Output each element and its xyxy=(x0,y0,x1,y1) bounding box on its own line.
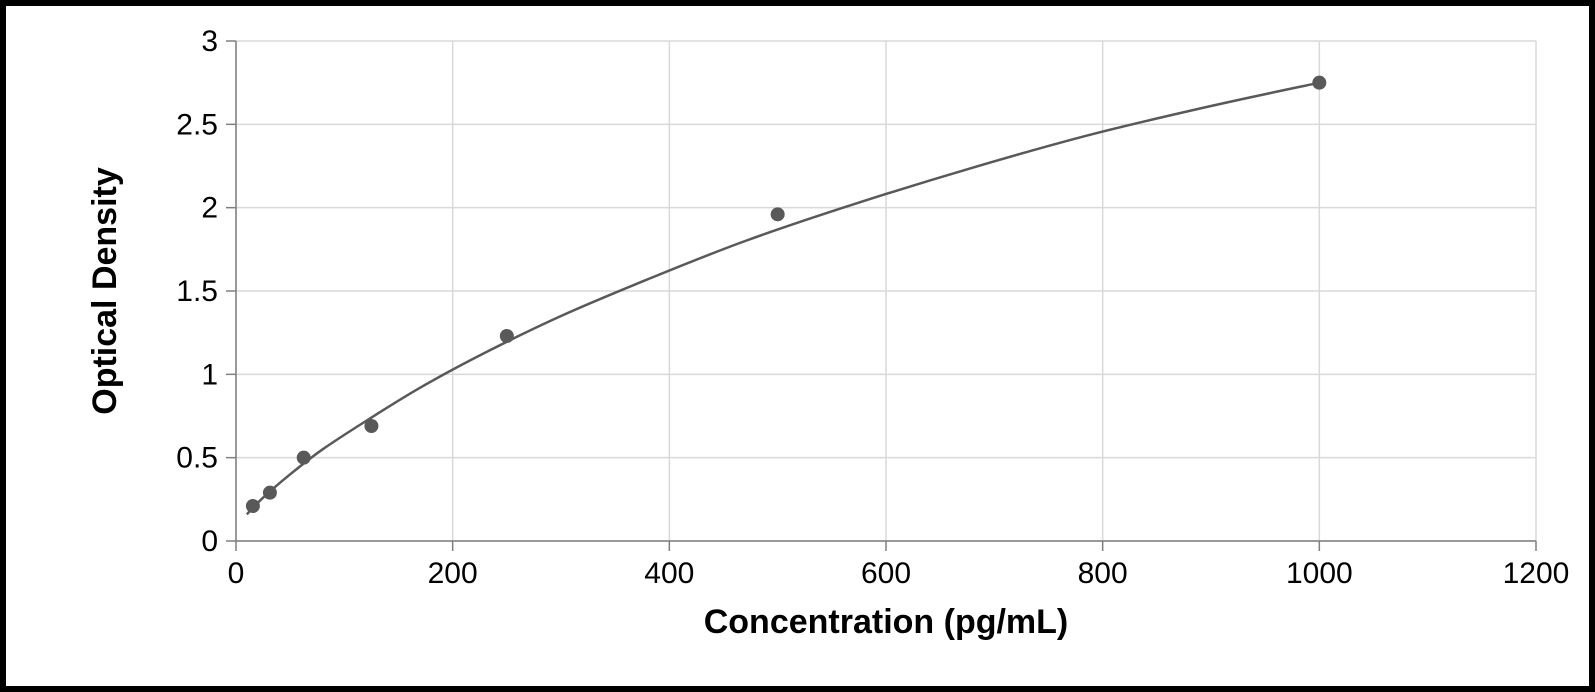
y-tick-label: 0.5 xyxy=(176,442,218,475)
chart-container: 0 200 400 600 800 1000 1200 0 0.5 1 1.5 2 2.5 3 Concen… xyxy=(6,6,1589,686)
y-tick-label: 1.5 xyxy=(176,275,218,308)
data-point xyxy=(246,499,260,513)
x-tick-label: 400 xyxy=(644,557,694,590)
data-point xyxy=(297,451,311,465)
data-point xyxy=(364,419,378,433)
chart-svg: 0 200 400 600 800 1000 1200 0 0.5 1 1.5 2 2.5 3 Concen… xyxy=(6,6,1589,686)
y-tick-label: 2 xyxy=(201,192,218,225)
y-tick-label: 0 xyxy=(201,525,218,558)
x-tick-label: 800 xyxy=(1078,557,1128,590)
data-point xyxy=(500,329,514,343)
data-point xyxy=(1312,76,1326,90)
x-axis-label: Concentration (pg/mL) xyxy=(704,603,1069,641)
data-point xyxy=(771,207,785,221)
y-tick-label: 2.5 xyxy=(176,108,218,141)
y-tick-label: 1 xyxy=(201,358,218,391)
x-tick-label: 200 xyxy=(428,557,478,590)
x-tick-label: 1200 xyxy=(1503,557,1570,590)
x-tick-label: 1000 xyxy=(1286,557,1353,590)
y-tick-label: 3 xyxy=(201,25,218,58)
data-point xyxy=(263,486,277,500)
chart-frame: 0 200 400 600 800 1000 1200 0 0.5 1 1.5 2 2.5 3 Concen… xyxy=(0,0,1595,692)
x-tick-label: 0 xyxy=(228,557,245,590)
x-tick-label: 600 xyxy=(861,557,911,590)
y-axis-label: Optical Density xyxy=(86,167,124,415)
